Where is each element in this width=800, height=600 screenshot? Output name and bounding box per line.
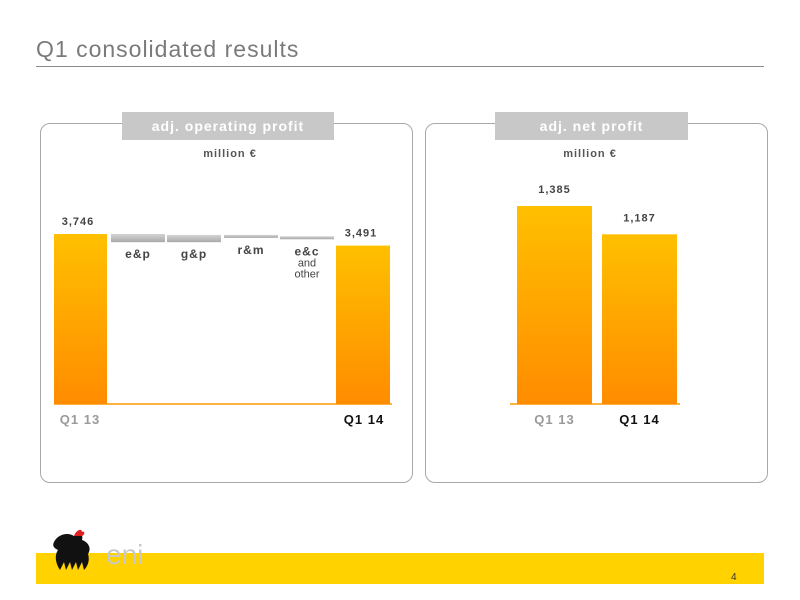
net-profit-panel xyxy=(425,123,768,483)
logo-wordmark: eni xyxy=(106,539,143,570)
page-title: Q1 consolidated results xyxy=(36,36,300,62)
step-label-e-c-and-other-2: other xyxy=(294,268,319,280)
step-label-e-c-and-other-1: and xyxy=(298,257,316,269)
operating-profit-header: adj. operating profit xyxy=(122,112,334,140)
step-label-e-c-and-other-0: e&c xyxy=(294,244,319,258)
six-legged-dog-icon xyxy=(53,529,90,570)
step-label-e-p-0: e&p xyxy=(125,247,151,261)
operating-profit-units: million € xyxy=(203,148,257,160)
net-bar-q1-14 xyxy=(602,234,677,404)
net-profit-units: million € xyxy=(563,148,617,160)
bar-q1-13 xyxy=(54,234,107,404)
net-value-label-q1-14: 1,187 xyxy=(623,212,656,224)
net-profit-header: adj. net profit xyxy=(495,112,688,140)
value-label-q1-14: 3,491 xyxy=(345,228,378,240)
footer-brand-bar xyxy=(36,553,764,584)
net-value-label-q1-13: 1,385 xyxy=(538,184,571,196)
eni-logo: eni xyxy=(53,529,143,570)
net-profit-bars: 1,385 Q1 13 1,187 Q1 14 xyxy=(510,184,680,427)
net-bar-q1-13 xyxy=(517,206,592,404)
step-bar-r-m xyxy=(224,234,278,238)
step-label-r-m-0: r&m xyxy=(237,243,264,257)
value-label-q1-13: 3,746 xyxy=(62,216,95,228)
title-divider xyxy=(36,66,764,67)
step-bar-e-p xyxy=(111,234,165,243)
step-bar-g-p xyxy=(167,234,221,243)
step-label-g-p-0: g&p xyxy=(181,247,207,261)
xtick-q1-14: Q1 14 xyxy=(344,412,384,427)
page-number: 4 xyxy=(731,572,737,583)
bar-q1-14 xyxy=(336,245,390,404)
xtick-q1-13: Q1 13 xyxy=(60,412,100,427)
net-xtick-q1-14: Q1 14 xyxy=(619,412,659,427)
net-xtick-q1-13: Q1 13 xyxy=(534,412,574,427)
step-bar-e-c-and-other xyxy=(280,236,334,240)
